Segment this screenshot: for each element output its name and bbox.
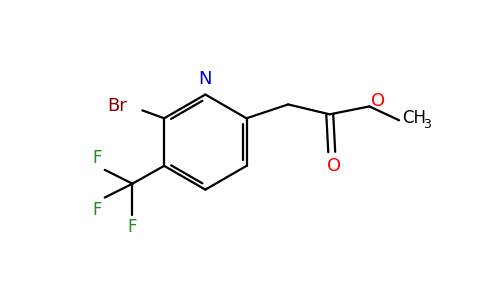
Text: Br: Br <box>107 98 126 116</box>
Text: F: F <box>92 149 102 167</box>
Text: O: O <box>371 92 385 110</box>
Text: CH: CH <box>402 109 426 127</box>
Text: F: F <box>92 200 102 218</box>
Text: 3: 3 <box>423 118 431 131</box>
Text: N: N <box>198 70 212 88</box>
Text: O: O <box>327 157 341 175</box>
Text: F: F <box>128 218 137 236</box>
